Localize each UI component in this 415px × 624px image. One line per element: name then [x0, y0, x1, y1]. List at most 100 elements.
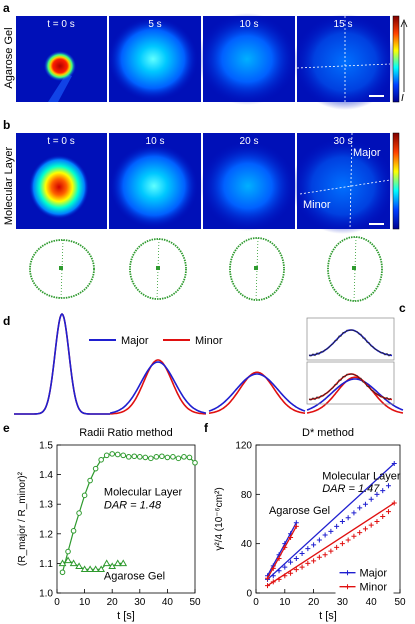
chart-f-annotation-1: DAR = 1.47	[322, 483, 380, 495]
chart-f-xtick-label-1: 10	[279, 597, 291, 608]
chart-f-legend-marker-0	[345, 570, 351, 576]
chart-e-ytick-label-3: 1.3	[39, 500, 53, 511]
chart-f-point-0-14	[345, 515, 351, 521]
minor-axis-label: Minor	[303, 199, 331, 211]
chart-e-title: Radii Ratio method	[79, 427, 173, 439]
chart-f-ytick-label-2: 80	[241, 490, 253, 501]
chart-f-point-0-6	[299, 551, 305, 557]
row-a-time-3: 10 s	[240, 19, 259, 30]
chart-e-point-0-3	[76, 510, 82, 516]
chart-f-legend-label-0: Major	[360, 568, 388, 580]
row-b-images: Major Minor t = 0 s 10 s 20 s 30 s	[16, 132, 395, 234]
chart-f-point-0-5	[293, 555, 299, 561]
chart-e-series-line-0	[61, 453, 196, 573]
chart-f-point-1-13	[339, 541, 345, 547]
row-a-images: t = 0 s 5 s 10 s 15 s	[16, 13, 397, 110]
chart-e-point-0-2	[70, 528, 77, 534]
chart-e-xtick-label-2: 20	[107, 597, 119, 608]
chart-e-xtick-label-1: 10	[79, 597, 91, 608]
panel-label-f: f	[204, 421, 209, 435]
chart-e-point-0-18	[159, 453, 165, 460]
row-b-frame-4: Major Minor	[291, 132, 395, 234]
chart-f-point-1-12	[334, 544, 340, 550]
chart-f-point-0-22	[391, 461, 397, 466]
chart-f-point-0-7	[305, 546, 311, 552]
chart-e-point-1-2	[69, 559, 78, 567]
chart-e-point-0-14	[137, 454, 143, 460]
panel-label-b: b	[3, 118, 10, 132]
chart-e-ytick-label-5: 1.5	[39, 441, 53, 452]
chart-e-point-0-15	[142, 454, 149, 461]
chart-f-point-0-8	[311, 542, 317, 548]
chart-f-point-1-14	[345, 537, 351, 543]
chart-f-fit-1	[267, 502, 395, 587]
chart-f-point-1-16	[357, 530, 363, 536]
chart-f-point-1-22	[391, 500, 397, 506]
chart-f-point-0-16	[357, 505, 363, 511]
panel-label-e: e	[3, 421, 10, 435]
chart-f-fit-3	[266, 526, 297, 579]
chart-e: Radii Ratio method 0 10 20 30 40 50 1.0 1.1 1.2 1.…	[17, 427, 201, 622]
chart-f-point-1-15	[351, 533, 357, 539]
chart-f-ytick-label-0: 0	[246, 589, 252, 600]
contour-2	[129, 238, 187, 300]
chart-e-point-1-9	[108, 562, 117, 570]
colorbar-a: I	[392, 15, 408, 104]
chart-e-point-1-8	[102, 559, 111, 567]
chart-f-point-1-4	[288, 570, 294, 576]
row-b-time-4: 30 s	[334, 136, 353, 147]
row-b-side-label: Molecular Layer	[3, 147, 15, 226]
chart-f-point-1-2	[276, 576, 282, 582]
row-a-frame-3	[197, 13, 297, 105]
chart-f-point-1-21	[385, 509, 391, 515]
legend-minor-label: Minor	[195, 335, 223, 347]
chart-f-point-1-19	[374, 518, 380, 524]
chart-e-point-0-23	[186, 454, 193, 461]
chart-e-point-1-4	[80, 565, 89, 573]
row-a-side-label: Agarose Gel	[3, 27, 15, 88]
chart-e-annotation-2: Agarose Gel	[104, 571, 165, 583]
chart-f-point-1-18	[368, 522, 374, 528]
chart-e-ytick-label-4: 1.4	[39, 470, 53, 481]
chart-f-point-3-2	[276, 555, 282, 561]
profile-minor-2	[110, 359, 206, 415]
profile-minor-4	[306, 376, 404, 414]
chart-e-point-0-10	[114, 451, 121, 458]
chart-e-point-1-3	[75, 562, 83, 570]
chart-e-point-0-9	[109, 451, 115, 457]
chart-e-point-1-6	[91, 565, 100, 573]
contour-4	[327, 236, 383, 302]
chart-e-ytick-label-2: 1.2	[39, 529, 53, 540]
legend-major-label: Major	[121, 335, 149, 347]
chart-f-point-1-1	[270, 579, 276, 585]
row-a-frame-2	[108, 16, 201, 102]
chart-e-annotation-0: Molecular Layer	[104, 486, 183, 498]
chart-e-point-1-0	[58, 559, 67, 567]
gaussian-profiles	[14, 312, 404, 415]
chart-f-fit-0	[267, 463, 395, 580]
chart-e-point-0-4	[81, 492, 88, 499]
chart-f-xtick-label-2: 20	[308, 597, 320, 608]
chart-f-point-3-5	[293, 523, 299, 529]
chart-e-xtick-label-0: 0	[54, 597, 60, 608]
contour-row	[29, 236, 383, 302]
chart-f-legend-label-1: Minor	[360, 582, 388, 594]
chart-e-point-0-0	[59, 569, 66, 576]
chart-e-point-1-5	[86, 565, 94, 573]
row-a-time-1: t = 0 s	[47, 19, 75, 30]
chart-f-point-1-3	[282, 573, 288, 579]
inset-minor-curve-data	[308, 373, 392, 401]
chart-f-point-0-12	[334, 523, 340, 529]
profile-minor-1	[14, 312, 110, 415]
chart-f-point-1-20	[380, 514, 386, 520]
chart-f: D* method 0 10 20 30 40 50 0 40 80 120 t [s] γ²/4 (1…	[214, 427, 406, 622]
chart-f-ytick-label-3: 120	[235, 441, 252, 452]
chart-f-xtick-label-3: 30	[337, 597, 349, 608]
chart-f-point-0-9	[316, 537, 322, 543]
chart-f-xtick-label-5: 50	[394, 597, 406, 608]
colorbar-symbol: I	[401, 93, 404, 104]
major-axis-label: Major	[353, 147, 381, 159]
row-b-frame-1	[16, 133, 107, 229]
chart-f-point-0-20	[380, 488, 386, 494]
legend-d: Major Minor	[89, 335, 223, 347]
